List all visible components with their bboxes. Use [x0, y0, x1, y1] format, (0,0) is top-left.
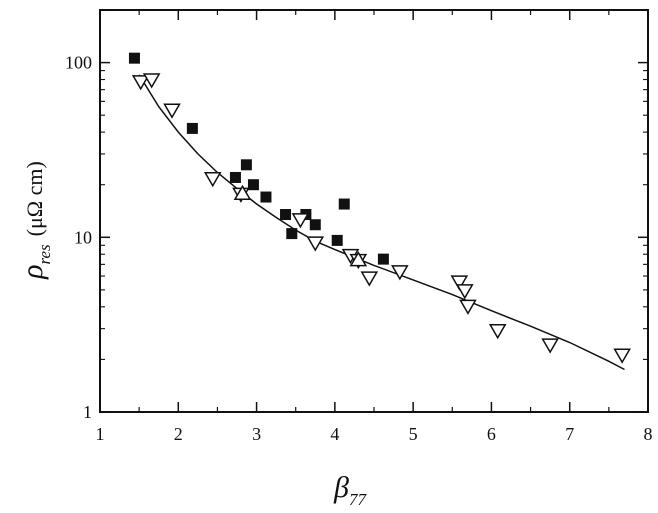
data-point-square	[240, 159, 252, 171]
x-tick-label: 2	[174, 424, 183, 444]
plot-frame	[99, 9, 649, 413]
data-points	[128, 52, 631, 364]
data-point-square	[260, 191, 272, 203]
data-point-square	[309, 219, 321, 231]
data-point-triangle-down	[203, 171, 222, 188]
y-tick-label: 10	[74, 227, 92, 247]
data-point-square	[338, 198, 350, 210]
data-point-triangle-down	[391, 265, 409, 281]
x-tick-label: 4	[330, 424, 339, 444]
data-point-square	[186, 122, 198, 134]
fit-line	[138, 74, 625, 371]
data-point-square	[331, 234, 343, 246]
y-axis-unit: (μΩ cm)	[22, 161, 47, 236]
data-point-triangle-up	[233, 184, 252, 200]
data-point-square	[280, 209, 292, 221]
data-point-triangle-up	[349, 251, 368, 267]
axis-ticks	[99, 9, 649, 413]
tick-labels: 1 2 3 4 5 6 7 8 1 10 100	[65, 53, 653, 444]
data-point-triangle-down	[613, 348, 631, 364]
data-point-square	[128, 52, 140, 64]
y-axis-symbol: ρ	[16, 264, 49, 279]
data-point-triangle-down	[306, 236, 325, 252]
x-axis-subscript: 77	[349, 490, 368, 509]
data-point-triangle-down	[450, 275, 469, 291]
data-point-triangle-down	[456, 284, 474, 300]
data-point-triangle-down	[488, 323, 507, 340]
x-tick-label: 7	[565, 424, 574, 444]
y-axis-subscript: res	[35, 244, 54, 265]
x-tick-label: 6	[487, 424, 496, 444]
x-tick-label: 1	[96, 424, 105, 444]
data-point-triangle-down	[163, 103, 181, 119]
x-tick-label: 8	[644, 424, 653, 444]
data-point-triangle-down	[541, 338, 559, 354]
x-axis-label: β77	[333, 471, 367, 509]
y-tick-label: 100	[65, 53, 92, 73]
data-point-triangle-down	[459, 299, 477, 315]
x-axis-symbol: β	[333, 471, 349, 504]
data-point-square	[247, 179, 259, 191]
x-tick-label: 3	[252, 424, 261, 444]
data-point-triangle-down	[131, 75, 150, 91]
x-tick-label: 5	[409, 424, 418, 444]
y-axis-label: ρres (μΩ cm)	[16, 161, 54, 280]
data-point-square	[229, 171, 241, 183]
data-point-triangle-down	[360, 271, 379, 287]
data-point-square	[377, 253, 389, 265]
data-point-triangle-down	[142, 73, 161, 89]
data-point-square	[286, 228, 298, 240]
y-tick-label: 1	[83, 402, 92, 422]
data-point-triangle-down	[291, 213, 310, 229]
